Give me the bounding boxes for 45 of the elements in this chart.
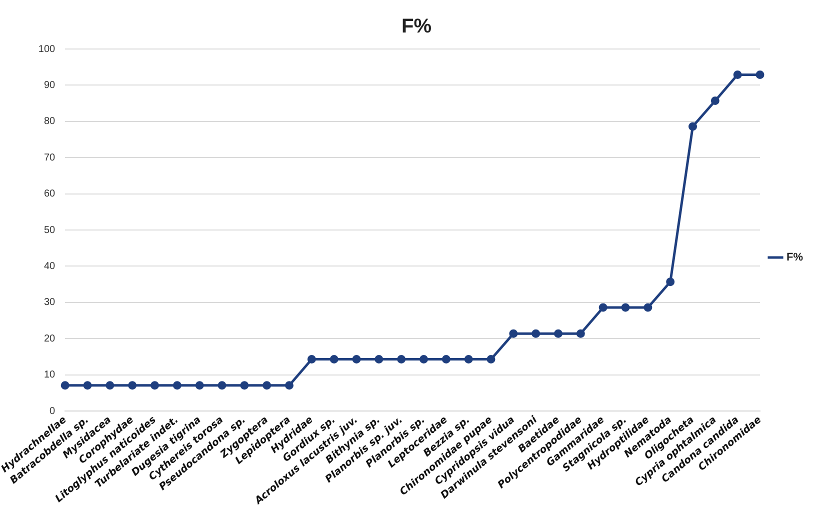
point: [621, 303, 630, 312]
chart-title: F%: [402, 16, 432, 38]
point: [397, 355, 406, 364]
point: [330, 355, 338, 364]
point: [733, 70, 742, 79]
point: [554, 329, 563, 338]
y-tick-label: 10: [44, 370, 56, 381]
point: [83, 381, 92, 390]
y-tick-label: 70: [44, 152, 56, 164]
point: [374, 355, 384, 364]
point: [172, 381, 182, 390]
y-tick-label: 0: [50, 406, 56, 417]
y-tick-label: 100: [38, 44, 56, 55]
y-tick-label: 30: [44, 297, 56, 308]
point: [60, 381, 70, 390]
y-tick-label: 40: [44, 260, 56, 272]
y-tick-label: 90: [44, 80, 56, 91]
point: [688, 122, 697, 131]
legend-label: F%: [786, 252, 804, 264]
point: [532, 329, 540, 338]
point: [420, 355, 428, 364]
point: [666, 278, 675, 286]
point: [756, 70, 764, 79]
point: [307, 355, 316, 364]
y-tick-label: 80: [44, 116, 56, 128]
point: [240, 381, 249, 390]
y-tick-label: 50: [44, 224, 56, 236]
point: [285, 381, 294, 390]
point: [442, 355, 450, 364]
point: [128, 381, 137, 390]
point: [644, 303, 652, 312]
point: [106, 381, 114, 390]
point: [598, 303, 608, 312]
point: [509, 329, 518, 338]
point: [710, 96, 720, 106]
point: [576, 329, 585, 338]
point: [150, 381, 160, 390]
point: [464, 355, 473, 364]
point: [352, 355, 361, 364]
point: [486, 355, 496, 364]
point: [195, 381, 204, 390]
point: [218, 381, 226, 390]
y-tick-label: 60: [44, 188, 56, 200]
y-tick-label: 20: [44, 333, 56, 344]
point: [262, 381, 272, 390]
